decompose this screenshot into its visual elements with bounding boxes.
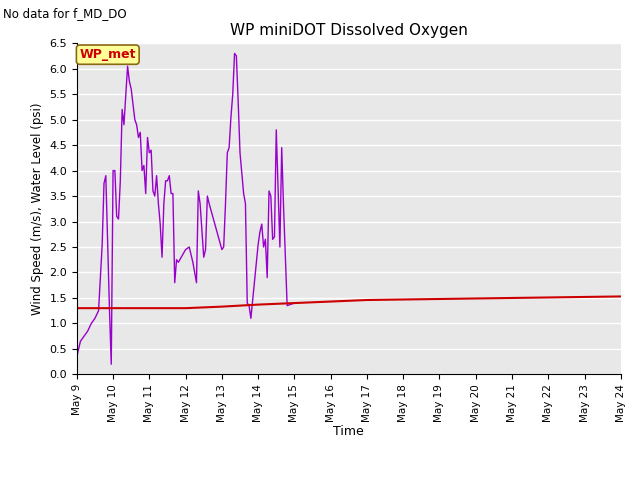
f_WaterLevel — [109, 305, 117, 311]
WP_ws — [227, 114, 235, 120]
X-axis label: Time: Time — [333, 425, 364, 438]
WP_ws — [231, 50, 239, 56]
WP_ws — [258, 221, 266, 227]
f_WaterLevel — [399, 297, 407, 302]
WP_ws — [73, 354, 81, 360]
WP_ws — [291, 300, 298, 306]
f_WaterLevel — [73, 305, 81, 311]
f_WaterLevel — [363, 297, 371, 303]
f_WaterLevel — [254, 302, 262, 308]
Text: No data for f_MD_DO: No data for f_MD_DO — [3, 7, 127, 20]
WP_ws — [109, 168, 117, 173]
Text: WP_met: WP_met — [79, 48, 136, 61]
f_WaterLevel — [218, 304, 226, 310]
WP_ws — [108, 361, 115, 367]
f_WaterLevel — [182, 305, 189, 311]
f_WaterLevel — [617, 294, 625, 300]
f_WaterLevel — [472, 296, 479, 301]
f_WaterLevel — [291, 300, 298, 306]
WP_ws — [140, 163, 148, 168]
f_WaterLevel — [508, 295, 516, 301]
Line: WP_ws: WP_ws — [77, 53, 294, 364]
Title: WP miniDOT Dissolved Oxygen: WP miniDOT Dissolved Oxygen — [230, 23, 468, 38]
f_WaterLevel — [436, 296, 444, 302]
Y-axis label: Wind Speed (m/s), Water Level (psi): Wind Speed (m/s), Water Level (psi) — [31, 103, 44, 315]
f_WaterLevel — [145, 305, 153, 311]
WP_ws — [280, 204, 287, 209]
WP_ws — [262, 237, 269, 242]
f_WaterLevel — [545, 295, 552, 300]
Line: f_WaterLevel: f_WaterLevel — [77, 297, 621, 308]
f_WaterLevel — [327, 299, 335, 304]
f_WaterLevel — [580, 294, 588, 300]
